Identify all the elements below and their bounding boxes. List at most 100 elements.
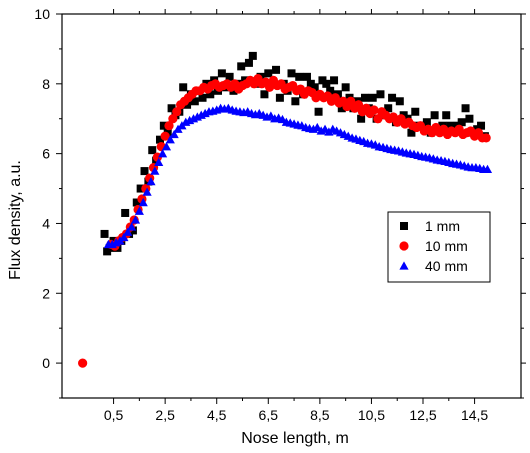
data-point	[119, 232, 129, 242]
y-tick-label: 6	[42, 146, 50, 162]
data-point	[146, 176, 156, 186]
data-point	[337, 104, 346, 113]
data-point	[430, 111, 439, 120]
data-point	[295, 72, 304, 81]
data-point	[395, 97, 404, 106]
data-point	[312, 122, 322, 132]
x-tick-label: 10,5	[358, 407, 385, 423]
data-point	[388, 93, 397, 102]
data-point	[260, 90, 269, 99]
data-point	[190, 97, 199, 106]
y-tick-label: 8	[42, 76, 50, 92]
data-point	[457, 118, 466, 127]
legend-marker	[399, 261, 409, 270]
data-point	[136, 184, 145, 193]
data-point	[155, 135, 164, 144]
data-point	[407, 128, 416, 137]
data-point	[130, 215, 141, 224]
y-tick-label: 10	[34, 6, 50, 22]
data-point	[160, 131, 170, 141]
data-point	[357, 114, 366, 123]
data-point	[127, 222, 137, 231]
data-point	[198, 93, 207, 102]
data-point	[411, 107, 420, 116]
data-point	[123, 227, 133, 236]
x-tick-label: 2,5	[155, 407, 175, 423]
plot-border	[61, 13, 522, 399]
data-point	[157, 149, 168, 158]
data-point	[121, 208, 130, 217]
data-point	[275, 93, 284, 102]
data-point	[225, 72, 234, 81]
data-point	[341, 83, 350, 92]
data-point	[172, 107, 182, 117]
x-tick-label: 14,5	[461, 407, 488, 423]
plot-frame	[61, 13, 522, 399]
data-point	[169, 129, 179, 139]
x-tick-label: 6,5	[259, 407, 279, 423]
data-point	[422, 118, 431, 127]
data-point	[310, 83, 319, 92]
x-tick-label: 12,5	[409, 407, 436, 423]
x-tick-label: 8,5	[310, 407, 330, 423]
data-point	[324, 127, 334, 136]
data-point	[138, 197, 148, 207]
data-point	[353, 100, 364, 110]
data-point	[482, 164, 493, 174]
data-point	[326, 86, 335, 95]
data-point	[100, 229, 109, 238]
x-tick-label: 0,5	[104, 407, 124, 423]
data-point	[442, 111, 451, 120]
data-point	[384, 104, 393, 113]
data-point	[167, 104, 176, 113]
data-point	[150, 166, 160, 175]
data-point	[154, 157, 164, 167]
data-point	[217, 69, 226, 78]
x-axis-label: Nose length, m	[241, 430, 349, 447]
data-point	[360, 93, 369, 102]
data-point	[159, 121, 168, 130]
data-point	[291, 97, 300, 106]
y-tick-label: 4	[42, 215, 50, 231]
series-10-mm	[78, 73, 491, 368]
data-point	[461, 104, 470, 113]
data-point	[264, 82, 275, 92]
y-tick-label: 0	[42, 355, 50, 371]
data-point	[368, 93, 377, 102]
data-point	[206, 90, 215, 99]
data-point	[302, 72, 311, 81]
data-point	[134, 206, 144, 215]
series-layer	[78, 51, 493, 368]
data-point	[142, 187, 152, 196]
data-point	[140, 167, 149, 176]
data-point	[465, 114, 474, 123]
data-point	[287, 69, 296, 78]
legend: 1 mm 10 mm 40 mm	[387, 211, 491, 283]
series-40-mm	[103, 103, 493, 249]
data-point	[322, 79, 331, 88]
y-tick-label: 2	[42, 285, 50, 301]
data-point	[179, 83, 188, 92]
data-point	[376, 90, 385, 99]
data-point	[237, 62, 246, 71]
y-axis-label: Flux density, a.u.	[7, 160, 24, 280]
data-point	[161, 142, 172, 151]
data-point	[373, 114, 383, 124]
data-point	[165, 135, 175, 144]
data-point	[148, 146, 157, 155]
data-point	[264, 69, 273, 78]
data-point	[346, 96, 356, 106]
data-point	[248, 51, 257, 60]
legend-label: 10 mm	[425, 238, 468, 254]
data-point	[78, 358, 88, 368]
data-point	[164, 121, 174, 131]
data-point	[272, 65, 281, 74]
data-point	[132, 198, 141, 207]
legend-label: 40 mm	[425, 258, 468, 274]
data-point	[244, 58, 253, 67]
data-point	[369, 105, 379, 115]
data-point	[168, 114, 178, 124]
legend-label: 1 mm	[425, 218, 460, 234]
x-tick-label: 4,5	[207, 407, 227, 423]
